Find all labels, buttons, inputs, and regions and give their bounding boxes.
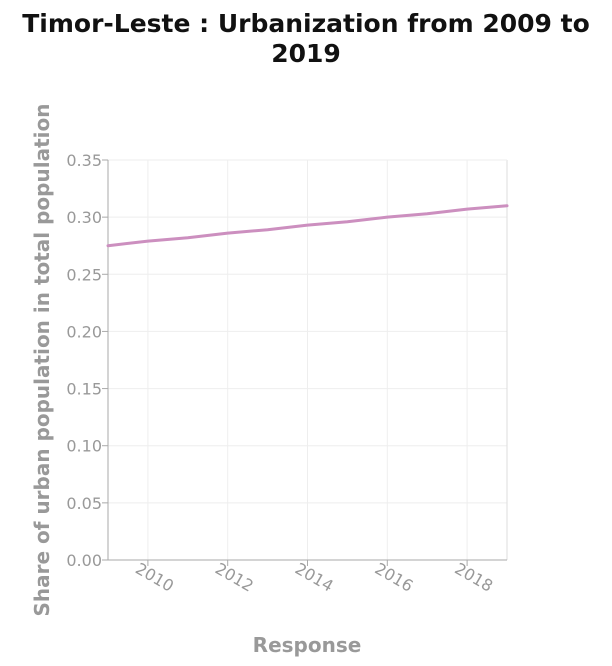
series-line-0	[106, 204, 509, 248]
y-axis-title: Share of urban population in total popul…	[30, 104, 54, 617]
x-tick-label-2: 2014	[292, 559, 337, 596]
axes	[102, 159, 508, 566]
grid	[108, 159, 507, 561]
y-tick-label-0: 0.00	[66, 551, 102, 570]
chart-title-line-2: 2019	[271, 39, 341, 68]
x-tick-label-4: 2018	[451, 559, 496, 596]
y-tick-label-6: 0.30	[66, 208, 102, 227]
y-tick-label-5: 0.25	[66, 265, 102, 284]
tick-labels: 0.00 0.05 0.10 0.15 0.20 0.25 0.30 0.35 2010 2012…	[66, 151, 496, 596]
y-tick-label-3: 0.15	[66, 380, 102, 399]
x-axis-title: Response	[253, 633, 362, 657]
x-tick-label-0: 2010	[132, 559, 177, 596]
series	[106, 204, 509, 248]
y-tick-label-4: 0.20	[66, 322, 102, 341]
x-tick-label-3: 2016	[372, 559, 417, 596]
x-tick-label-1: 2012	[212, 559, 257, 596]
y-tick-label-2: 0.10	[66, 437, 102, 456]
chart-title-line-1: Timor-Leste : Urbanization from 2009 to	[22, 9, 590, 38]
y-tick-label-1: 0.05	[66, 494, 102, 513]
y-tick-label-7: 0.35	[66, 151, 102, 170]
